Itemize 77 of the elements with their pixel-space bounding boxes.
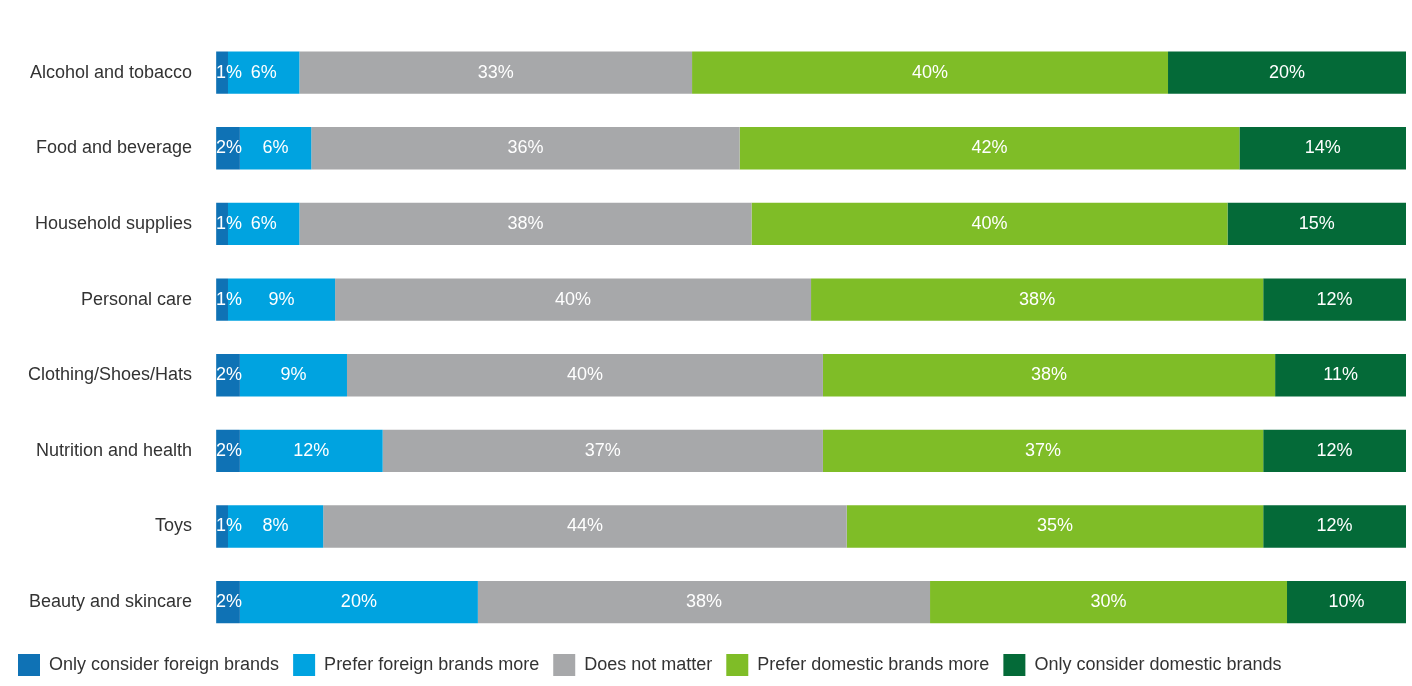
data-label: 9% — [268, 288, 295, 309]
data-label: 40% — [971, 212, 1008, 233]
bar — [477, 580, 931, 624]
data-label: 12% — [293, 439, 330, 460]
data-label: 2% — [216, 364, 243, 385]
bar — [346, 354, 823, 397]
y-tick-label: Personal care — [81, 288, 193, 309]
bar — [1239, 127, 1406, 170]
y-tick-label: Beauty and skincare — [28, 591, 193, 612]
bar — [1227, 202, 1406, 246]
data-label: 12% — [1316, 439, 1353, 460]
bar — [323, 505, 847, 548]
data-label: 8% — [262, 515, 289, 536]
data-label: 9% — [280, 364, 307, 385]
y-tick-label: Toys — [155, 515, 193, 536]
data-label: 33% — [477, 61, 514, 82]
data-label: 38% — [507, 212, 544, 233]
data-label: 2% — [216, 591, 243, 612]
data-label: 10% — [1328, 591, 1365, 612]
data-label: 2% — [216, 439, 243, 460]
bar — [811, 278, 1264, 321]
data-label: 1% — [216, 61, 243, 82]
bar — [1263, 278, 1406, 321]
bar — [1168, 51, 1406, 94]
data-label: 38% — [685, 591, 722, 612]
bar — [1263, 429, 1406, 473]
bar — [846, 505, 1264, 548]
data-label: 1% — [216, 288, 243, 309]
y-tick-label: Nutrition and health — [35, 439, 193, 460]
data-label: 44% — [566, 515, 603, 536]
data-label: 42% — [971, 137, 1008, 158]
bar — [382, 429, 823, 473]
data-label: 20% — [1268, 61, 1306, 82]
data-label: 40% — [555, 288, 592, 309]
data-label: 1% — [216, 515, 243, 536]
data-label: 1% — [216, 212, 243, 233]
data-label: 14% — [1304, 137, 1341, 158]
y-tick-label: Household supplies — [34, 212, 193, 233]
legend-label: Only consider domestic brands — [1034, 653, 1282, 674]
bar — [739, 127, 1240, 170]
y-tick-label: Clothing/Shoes/Hats — [28, 364, 193, 385]
bar — [1287, 580, 1406, 624]
data-label: 40% — [566, 364, 603, 385]
bar — [299, 51, 693, 94]
bar — [1275, 354, 1406, 397]
legend-label: Prefer domestic brands more — [757, 653, 990, 674]
data-label: 6% — [250, 212, 277, 233]
data-label: 2% — [216, 137, 243, 158]
bar — [751, 202, 1228, 246]
data-label: 38% — [1019, 288, 1056, 309]
data-label: 15% — [1298, 212, 1335, 233]
legend-label: Only consider foreign brands — [49, 653, 280, 674]
data-label: 6% — [250, 61, 277, 82]
data-label: 37% — [584, 439, 621, 460]
bar — [822, 354, 1276, 397]
data-label: 11% — [1323, 364, 1358, 385]
data-label: 40% — [912, 61, 949, 82]
bar — [930, 580, 1288, 624]
bar — [692, 51, 1169, 94]
data-label: 30% — [1090, 591, 1127, 612]
data-label: 36% — [507, 137, 544, 158]
data-label: 6% — [262, 137, 289, 158]
data-label: 38% — [1031, 364, 1068, 385]
y-tick-label: Alcohol and tobacco — [29, 61, 193, 82]
bar — [335, 278, 812, 321]
bar — [1263, 505, 1406, 548]
legend-label: Does not matter — [584, 653, 713, 674]
bar — [822, 429, 1264, 473]
data-label: 12% — [1316, 288, 1353, 309]
bar — [311, 127, 740, 170]
data-label: 37% — [1025, 439, 1062, 460]
data-label: 20% — [340, 591, 377, 612]
legend-label: Prefer foreign brands more — [324, 653, 540, 674]
bar — [299, 202, 752, 246]
y-tick-label: Food and beverage — [35, 137, 193, 158]
data-label: 12% — [1316, 515, 1353, 536]
data-label: 35% — [1036, 515, 1073, 536]
